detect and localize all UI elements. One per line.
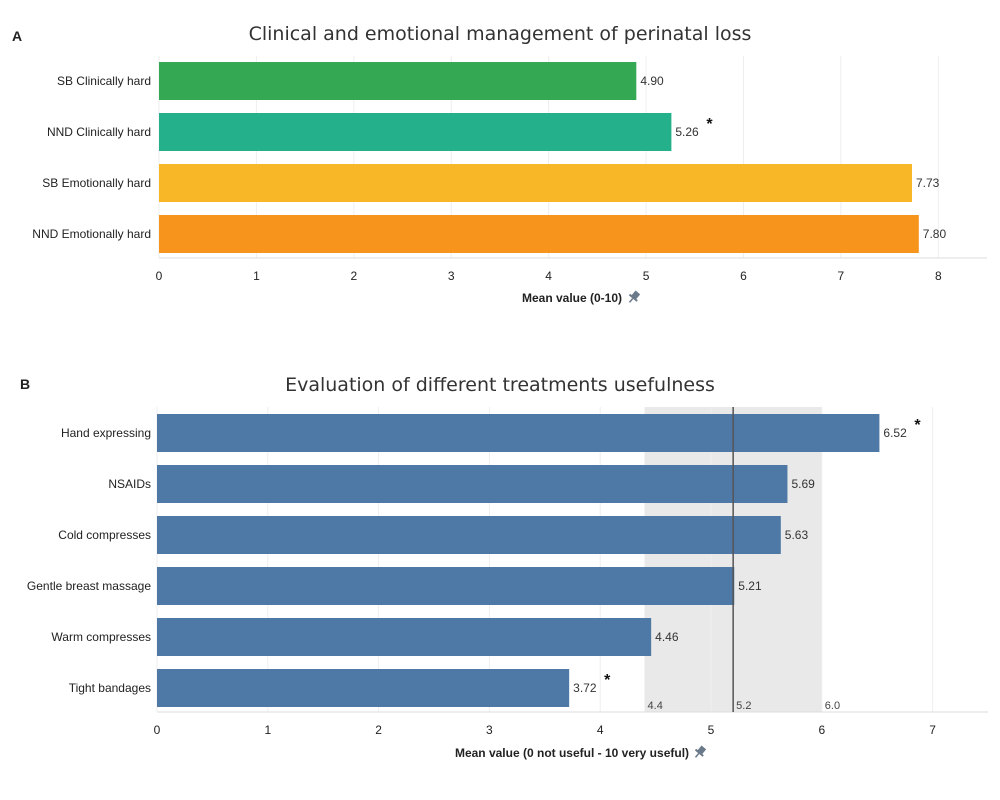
panel-a-x-ticks: 0 1 2 3 4 5 6 7 8	[156, 269, 942, 283]
panel-b-category-label: Gentle breast massage	[27, 579, 151, 593]
panel-a-x-tick-label: 0	[156, 269, 163, 283]
panel-b-bar[interactable]	[157, 414, 880, 452]
panel-a-pin-icon[interactable]	[626, 289, 642, 305]
panel-a-x-tick-label: 5	[643, 269, 650, 283]
panel-b-bar-group: NSAIDs 5.69	[108, 465, 815, 503]
panel-b-x-tick-label: 4	[597, 723, 604, 737]
panel-b-reference-line-group: 4.4 5.2 6.0	[648, 407, 840, 712]
panel-a-x-tick-label: 3	[448, 269, 455, 283]
panel-b-bar-group: Warm compresses 4.46	[51, 618, 679, 656]
panel-b-band-high-label: 6.0	[825, 700, 840, 712]
panel-b-value-label: 5.69	[791, 477, 815, 491]
panel-b-bar-group: Hand expressing 6.52 *	[61, 414, 921, 452]
panel-a-x-axis-title: Mean value (0-10)	[522, 291, 622, 305]
panel-b-category-label: Cold compresses	[58, 528, 151, 542]
panel-a-x-axis-title-group: Mean value (0-10)	[522, 289, 642, 305]
panel-b-x-tick-label: 1	[264, 723, 271, 737]
panel-b-bar-group: Cold compresses 5.63	[58, 516, 808, 554]
panel-b-letter: B	[20, 376, 30, 392]
panel-a-title: Clinical and emotional management of per…	[249, 23, 752, 45]
panel-a-x-tick-label: 8	[935, 269, 942, 283]
panel-a-bar-group: SB Emotionally hard 7.73	[42, 164, 940, 202]
panel-b-bar-group: Tight bandages 3.72 *	[69, 669, 611, 707]
panel-a-bar[interactable]	[159, 215, 919, 253]
panel-b-category-label: NSAIDs	[108, 477, 151, 491]
panel-b-category-label: Hand expressing	[61, 426, 151, 440]
panel-b-x-axis-title-group: Mean value (0 not useful - 10 very usefu…	[455, 744, 708, 760]
panel-b-band-low-label: 4.4	[648, 700, 663, 712]
panel-b-value-label: 5.63	[785, 528, 809, 542]
panel-b: B Evaluation of different treatments use…	[20, 374, 988, 760]
panel-b-x-tick-label: 6	[818, 723, 825, 737]
panel-b-value-label: 5.21	[738, 579, 762, 593]
panel-a-category-label: SB Clinically hard	[57, 74, 151, 88]
panel-a-x-tick-label: 2	[350, 269, 357, 283]
panel-b-category-label: Warm compresses	[51, 630, 151, 644]
panel-a-bar[interactable]	[159, 113, 672, 151]
panel-b-band-mean-label: 5.2	[736, 700, 751, 712]
panel-a-x-tick-label: 7	[838, 269, 845, 283]
panel-a-bar-group: NND Clinically hard 5.26 *	[47, 113, 713, 151]
panel-b-value-label: 3.72	[573, 681, 597, 695]
panel-a-bar-group: SB Clinically hard 4.90	[57, 62, 664, 100]
panel-b-significance-marker: *	[914, 417, 921, 434]
panel-a: A Clinical and emotional management of p…	[12, 23, 987, 305]
panel-b-gridlines	[156, 407, 988, 713]
panel-b-title: Evaluation of different treatments usefu…	[285, 374, 715, 396]
panel-a-category-label: SB Emotionally hard	[42, 176, 151, 190]
panel-b-x-axis-title: Mean value (0 not useful - 10 very usefu…	[455, 746, 689, 760]
panel-b-value-label: 6.52	[883, 426, 907, 440]
panel-b-x-tick-label: 2	[375, 723, 382, 737]
panel-b-bar[interactable]	[157, 567, 735, 605]
panel-a-value-label: 4.90	[640, 74, 664, 88]
panel-b-x-tick-label: 5	[708, 723, 715, 737]
panel-a-bar[interactable]	[159, 164, 912, 202]
panel-a-category-label: NND Emotionally hard	[32, 227, 151, 241]
panel-a-category-label: NND Clinically hard	[47, 125, 151, 139]
panel-b-bar[interactable]	[157, 618, 652, 656]
panel-b-bars: Hand expressing 6.52 * NSAIDs 5.69 Cold compr…	[27, 414, 921, 707]
panel-a-letter: A	[12, 28, 22, 44]
panel-a-bar-group: NND Emotionally hard 7.80	[32, 215, 946, 253]
panel-a-value-label: 5.26	[675, 125, 699, 139]
panel-a-value-label: 7.73	[916, 176, 940, 190]
panel-b-pin-icon[interactable]	[692, 744, 708, 760]
panel-a-value-label: 7.80	[923, 227, 947, 241]
panel-b-bar[interactable]	[157, 516, 781, 554]
panel-a-significance-marker: *	[706, 116, 713, 133]
panel-b-bar[interactable]	[157, 465, 788, 503]
panel-b-x-tick-label: 7	[929, 723, 936, 737]
panel-b-x-tick-label: 3	[486, 723, 493, 737]
panel-b-category-label: Tight bandages	[69, 681, 151, 695]
panel-a-bars: SB Clinically hard 4.90 NND Clinically har…	[32, 62, 946, 253]
panel-a-x-tick-label: 6	[740, 269, 747, 283]
panel-a-x-tick-label: 1	[253, 269, 260, 283]
panel-b-value-label: 4.46	[655, 630, 679, 644]
panel-b-bar-group: Gentle breast massage 5.21	[27, 567, 762, 605]
panel-b-x-ticks: 0 1 2 3 4 5 6 7	[154, 723, 937, 737]
panel-b-x-tick-label: 0	[154, 723, 161, 737]
panel-a-bar[interactable]	[159, 62, 637, 100]
panel-a-x-tick-label: 4	[545, 269, 552, 283]
panel-b-bar[interactable]	[157, 669, 570, 707]
panel-b-significance-marker: *	[604, 672, 611, 689]
